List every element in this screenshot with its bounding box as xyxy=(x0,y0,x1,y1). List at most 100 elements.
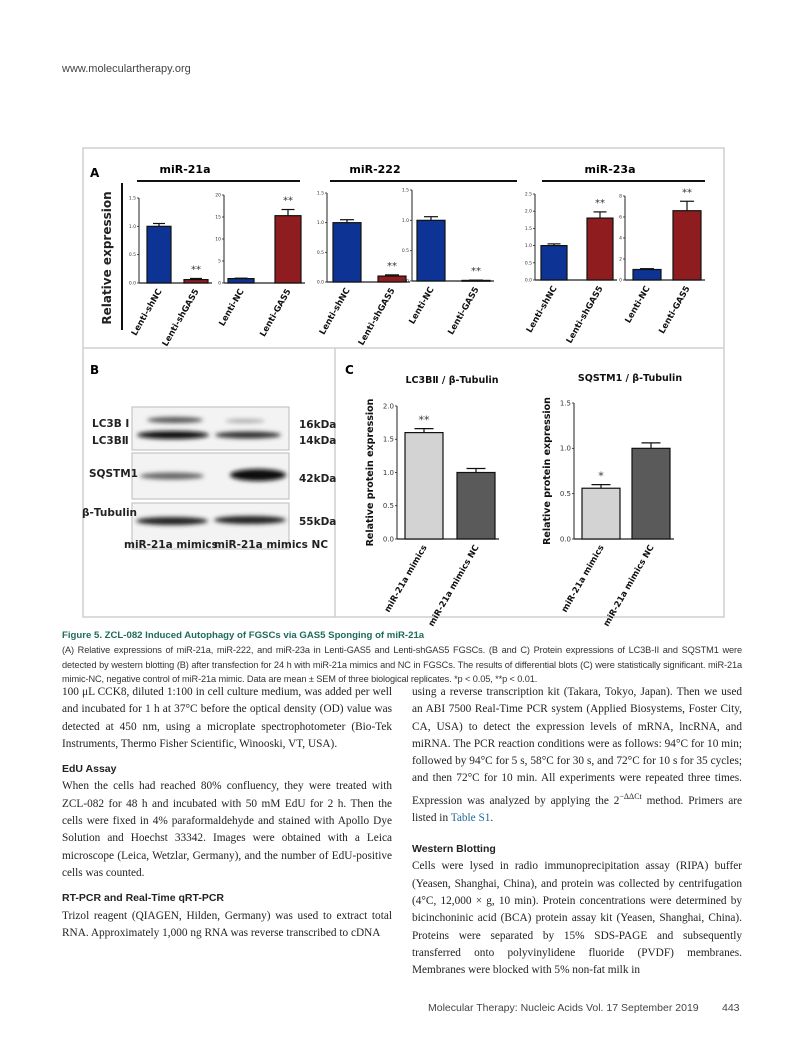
significance-mark: ** xyxy=(471,266,481,277)
panel-label-a: A xyxy=(90,166,100,180)
paragraph: When the cells had reached 80% confluenc… xyxy=(62,780,392,879)
bar-lenti-shgas5 xyxy=(586,217,614,281)
section-heading-western-blotting: Western Blotting xyxy=(412,843,496,856)
band-tubulin-lane2 xyxy=(214,516,286,524)
y-tick-label: 1.5 xyxy=(383,436,394,444)
band-sqstm1-lane2 xyxy=(230,469,286,481)
group-title-mir21a: miR-21a xyxy=(160,163,211,176)
significance-mark: ** xyxy=(191,264,201,275)
y-tick-label: 6 xyxy=(619,215,622,221)
bar-lenti-shgas5 xyxy=(183,279,209,284)
size-label: 14kDa xyxy=(299,435,336,447)
western-blot xyxy=(131,406,290,550)
y-tick-label: 1.0 xyxy=(402,218,409,224)
section-heading-edu-assay: EdU Assay xyxy=(62,763,117,776)
y-tick-label: 15 xyxy=(215,215,221,221)
band-tubulin-lane1 xyxy=(136,517,208,525)
paragraph: Trizol reagent (QIAGEN, Hilden, Germany)… xyxy=(62,909,392,939)
footer-journal: Molecular Therapy: Nucleic Acids Vol. 17… xyxy=(428,1002,699,1014)
panel-label-b: B xyxy=(90,363,99,377)
bar-lenti-shnc xyxy=(146,225,172,284)
y-tick-label: 0.5 xyxy=(560,490,571,498)
band-lc3b-i-lane2 xyxy=(225,419,265,423)
band-label: SQSTM1 xyxy=(89,468,138,480)
band-label: LC3B Ⅰ xyxy=(92,418,129,430)
size-label: 42kDa xyxy=(299,473,336,485)
panel-a-ylabel: Relative expression xyxy=(100,191,114,324)
paragraph: using a reverse transcription kit (Takar… xyxy=(412,684,742,827)
band-lc3b-ii-lane1 xyxy=(137,431,209,439)
chart-ylabel: Relative protein expression xyxy=(365,398,376,546)
bar-lenti-nc xyxy=(632,268,662,281)
y-tick-label: 0.0 xyxy=(383,535,394,543)
bar-lenti-nc xyxy=(227,278,255,284)
figure-caption-body: (A) Relative expressions of miR-21a, miR… xyxy=(62,645,742,684)
y-tick-label: 10 xyxy=(215,237,221,243)
y-tick-label: 0.0 xyxy=(525,278,532,284)
left-column: 100 μL CCK8, diluted 1:100 in cell cultu… xyxy=(62,684,392,942)
y-tick-label: 2 xyxy=(619,257,622,263)
y-tick-label: 0 xyxy=(218,281,221,287)
chart-ylabel: Relative protein expression xyxy=(542,397,553,545)
y-tick-label: 0.5 xyxy=(383,502,394,510)
right-column: using a reverse transcription kit (Takar… xyxy=(412,684,742,980)
superscript: −ΔΔCt xyxy=(619,791,642,801)
section-heading-rt-pcr: RT-PCR and Real-Time qRT-PCR xyxy=(62,892,224,905)
y-tick-label: 0.5 xyxy=(317,250,324,256)
group-title-mir23a: miR-23a xyxy=(585,163,636,176)
bar-mir-21a-mimics xyxy=(581,487,621,540)
chart-title: SQSTM1 / β-Tubulin xyxy=(578,373,682,384)
lane-label: miR-21a mimics NC xyxy=(214,539,328,551)
y-tick-label: 1.0 xyxy=(129,224,136,230)
bar-lenti-shnc xyxy=(540,245,568,281)
paragraph: Cells were lysed in radio immunoprecipit… xyxy=(412,860,742,977)
y-tick-label: 1.5 xyxy=(525,226,532,232)
y-tick-label: 2.0 xyxy=(525,209,532,215)
panel-label-c: C xyxy=(345,363,354,377)
blot-membrane-tubulin xyxy=(131,502,290,550)
table-s1-link[interactable]: Table S1 xyxy=(450,811,491,824)
size-label: 55kDa xyxy=(299,516,336,528)
y-tick-label: 1.0 xyxy=(383,469,394,477)
y-tick-label: 1.0 xyxy=(525,243,532,249)
figure-caption-title: Figure 5. ZCL-082 Induced Autophagy of F… xyxy=(62,630,425,641)
lane-label: miR-21a mimics xyxy=(124,539,218,551)
bar-lenti-shnc xyxy=(332,222,362,283)
band-label: β-Tubulin xyxy=(82,507,137,519)
y-tick-label: 0.0 xyxy=(560,535,571,543)
bar-lenti-gas5 xyxy=(672,210,702,281)
significance-mark: ** xyxy=(387,261,397,272)
y-tick-label: 0.5 xyxy=(402,248,409,254)
y-tick-label: 1.5 xyxy=(129,196,136,202)
bar-mir-21a-mimics-nc xyxy=(631,447,671,540)
y-tick-label: 2.5 xyxy=(525,192,532,198)
y-tick-label: 0 xyxy=(619,278,622,284)
y-tick-label: 1.5 xyxy=(560,399,571,407)
band-sqstm1-lane1 xyxy=(140,472,204,480)
text: method. Primers are listed in xyxy=(412,794,742,824)
significance-mark: * xyxy=(598,470,604,483)
y-tick-label: 1.5 xyxy=(402,188,409,194)
chart-title: LC3BⅡ / β-Tubulin xyxy=(405,375,498,386)
bar-lenti-gas5 xyxy=(274,215,302,284)
bar-lenti-nc xyxy=(416,219,446,282)
y-tick-label: 0.0 xyxy=(402,279,409,285)
band-lc3b-ii-lane2 xyxy=(215,431,281,439)
y-tick-label: 0.5 xyxy=(525,260,532,266)
paragraph: 100 μL CCK8, diluted 1:100 in cell cultu… xyxy=(62,686,392,750)
y-tick-label: 2.0 xyxy=(383,402,394,410)
y-tick-label: 5 xyxy=(218,259,221,265)
y-tick-label: 4 xyxy=(619,236,622,242)
text: . xyxy=(490,811,494,824)
significance-mark: ** xyxy=(419,414,431,427)
band-lc3b-i-lane1 xyxy=(147,417,203,423)
y-tick-label: 8 xyxy=(619,194,622,200)
y-tick-label: 0.5 xyxy=(129,252,136,258)
size-label: 16kDa xyxy=(299,419,336,431)
bar-mir-21a-mimics xyxy=(404,432,444,540)
journal-site-url[interactable]: www.moleculartherapy.org xyxy=(62,63,191,75)
y-tick-label: 0.0 xyxy=(317,280,324,286)
blot-membrane-lc3b xyxy=(131,406,290,451)
y-tick-label: 1.5 xyxy=(317,191,324,197)
